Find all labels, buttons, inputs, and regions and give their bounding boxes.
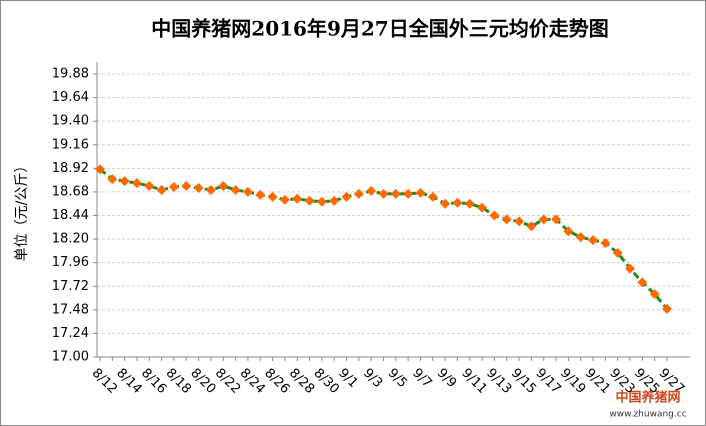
chart-title: 中国养猪网2016年9月27日全国外三元均价走势图 — [151, 17, 608, 41]
point-marker — [366, 185, 377, 196]
y-tick-label: 18.68 — [52, 184, 89, 199]
point-marker — [514, 216, 525, 227]
point-marker — [279, 194, 290, 205]
point-marker — [353, 188, 364, 199]
y-axis-label: 单位（元/公斤） — [14, 159, 30, 262]
point-marker — [341, 191, 352, 202]
y-tick-label: 19.64 — [52, 90, 89, 105]
point-marker — [489, 210, 500, 221]
point-marker — [131, 178, 142, 189]
y-tick-label: 17.24 — [52, 326, 89, 341]
y-tick-label: 19.88 — [52, 67, 89, 82]
point-marker — [526, 221, 537, 232]
point-marker — [242, 186, 253, 197]
y-tick-label: 18.92 — [52, 161, 89, 176]
point-marker — [292, 193, 303, 204]
point-marker — [267, 191, 278, 202]
point-marker — [316, 196, 327, 207]
point-marker — [625, 263, 636, 274]
point-marker — [107, 174, 118, 185]
point-marker — [156, 184, 167, 195]
point-marker — [637, 277, 648, 288]
point-marker — [181, 181, 192, 192]
point-marker — [390, 188, 401, 199]
y-tick-label: 19.16 — [52, 137, 89, 152]
point-marker — [501, 214, 512, 225]
point-marker — [427, 191, 438, 202]
point-marker — [304, 195, 315, 206]
y-tick-label: 17.72 — [52, 279, 89, 294]
point-marker — [329, 195, 340, 206]
point-marker — [95, 164, 105, 175]
point-marker — [538, 214, 549, 225]
y-tick-label: 17.00 — [52, 350, 89, 365]
point-marker — [205, 184, 216, 195]
point-marker — [612, 247, 623, 258]
point-marker — [119, 176, 130, 187]
point-marker — [452, 197, 463, 208]
y-tick-label: 17.48 — [52, 302, 89, 317]
point-marker — [649, 289, 660, 300]
point-marker — [440, 198, 451, 209]
point-marker — [563, 226, 574, 237]
watermark-name: 中国养猪网 — [615, 390, 680, 406]
point-marker — [588, 235, 599, 246]
point-marker — [600, 238, 611, 249]
y-tick-label: 18.20 — [52, 232, 89, 247]
point-marker — [255, 189, 266, 200]
point-marker — [575, 232, 586, 243]
y-tick-label: 17.96 — [52, 255, 89, 270]
y-tick-label: 19.40 — [52, 114, 89, 129]
point-marker — [551, 214, 562, 225]
point-marker — [415, 187, 426, 198]
point-marker — [218, 181, 229, 192]
point-marker — [378, 188, 389, 199]
point-marker — [144, 181, 155, 192]
watermark-url: www.zhuwang.cc — [609, 410, 686, 420]
point-marker — [193, 182, 204, 193]
point-marker — [662, 303, 672, 314]
point-marker — [230, 184, 241, 195]
point-marker — [168, 182, 179, 193]
point-marker — [464, 198, 475, 209]
point-marker — [477, 202, 488, 213]
point-marker — [403, 188, 414, 199]
y-tick-label: 18.44 — [52, 208, 89, 223]
